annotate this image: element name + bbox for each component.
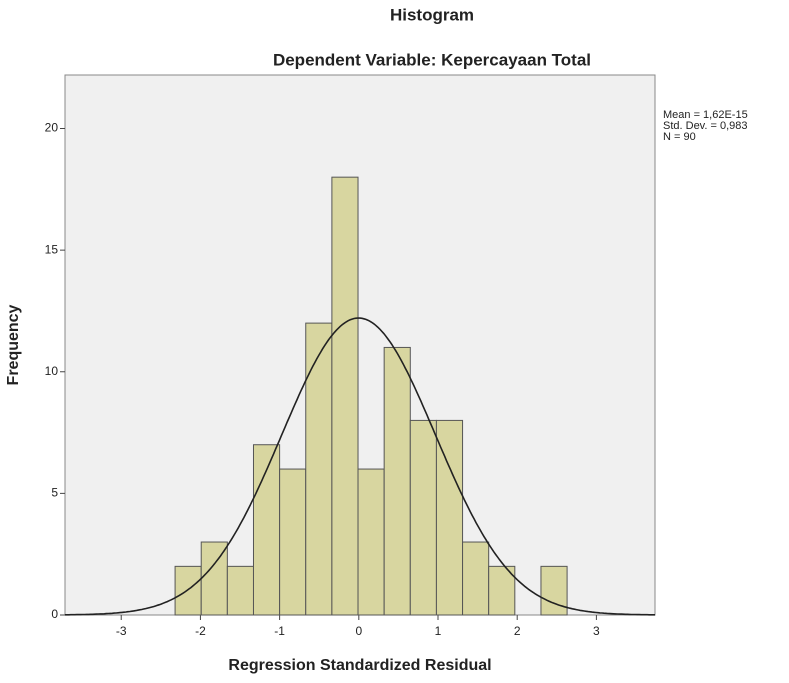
stat-label: Mean = 1,62E-15	[663, 109, 748, 121]
y-tick-label: 5	[51, 486, 58, 500]
normal-curve	[65, 317, 655, 616]
x-tick-label: -1	[274, 624, 285, 638]
bar	[462, 541, 490, 616]
x-tick-label: 0	[355, 624, 362, 638]
bar	[383, 346, 411, 616]
chart-title: Histogram	[390, 5, 474, 24]
y-tick-label: 15	[45, 242, 59, 256]
y-axis-label: Frequency	[5, 304, 22, 385]
y-tick-label: 0	[51, 607, 58, 621]
bar	[200, 541, 228, 616]
x-tick-label: 3	[593, 624, 600, 638]
bar	[435, 419, 464, 616]
bar	[540, 565, 568, 616]
bar	[252, 444, 281, 616]
bar	[226, 565, 254, 616]
y-tick-label: 10	[45, 364, 59, 378]
bar	[279, 468, 307, 616]
bar	[409, 419, 437, 616]
bar	[357, 468, 385, 616]
bar	[174, 565, 202, 616]
x-tick-label: -3	[116, 624, 127, 638]
x-tick-label: 1	[435, 624, 442, 638]
stat-label: N = 90	[663, 131, 696, 143]
stat-label: Std. Dev. = 0,983	[663, 120, 748, 132]
bar	[305, 322, 333, 616]
bar	[488, 565, 516, 616]
chart-subtitle: Dependent Variable: Kepercayaan Total	[273, 50, 591, 69]
x-tick-label: 2	[514, 624, 521, 638]
x-axis-label: Regression Standardized Residual	[228, 657, 491, 674]
x-tick-label: -2	[195, 624, 206, 638]
y-tick-label: 20	[45, 121, 59, 135]
bar	[331, 176, 359, 616]
